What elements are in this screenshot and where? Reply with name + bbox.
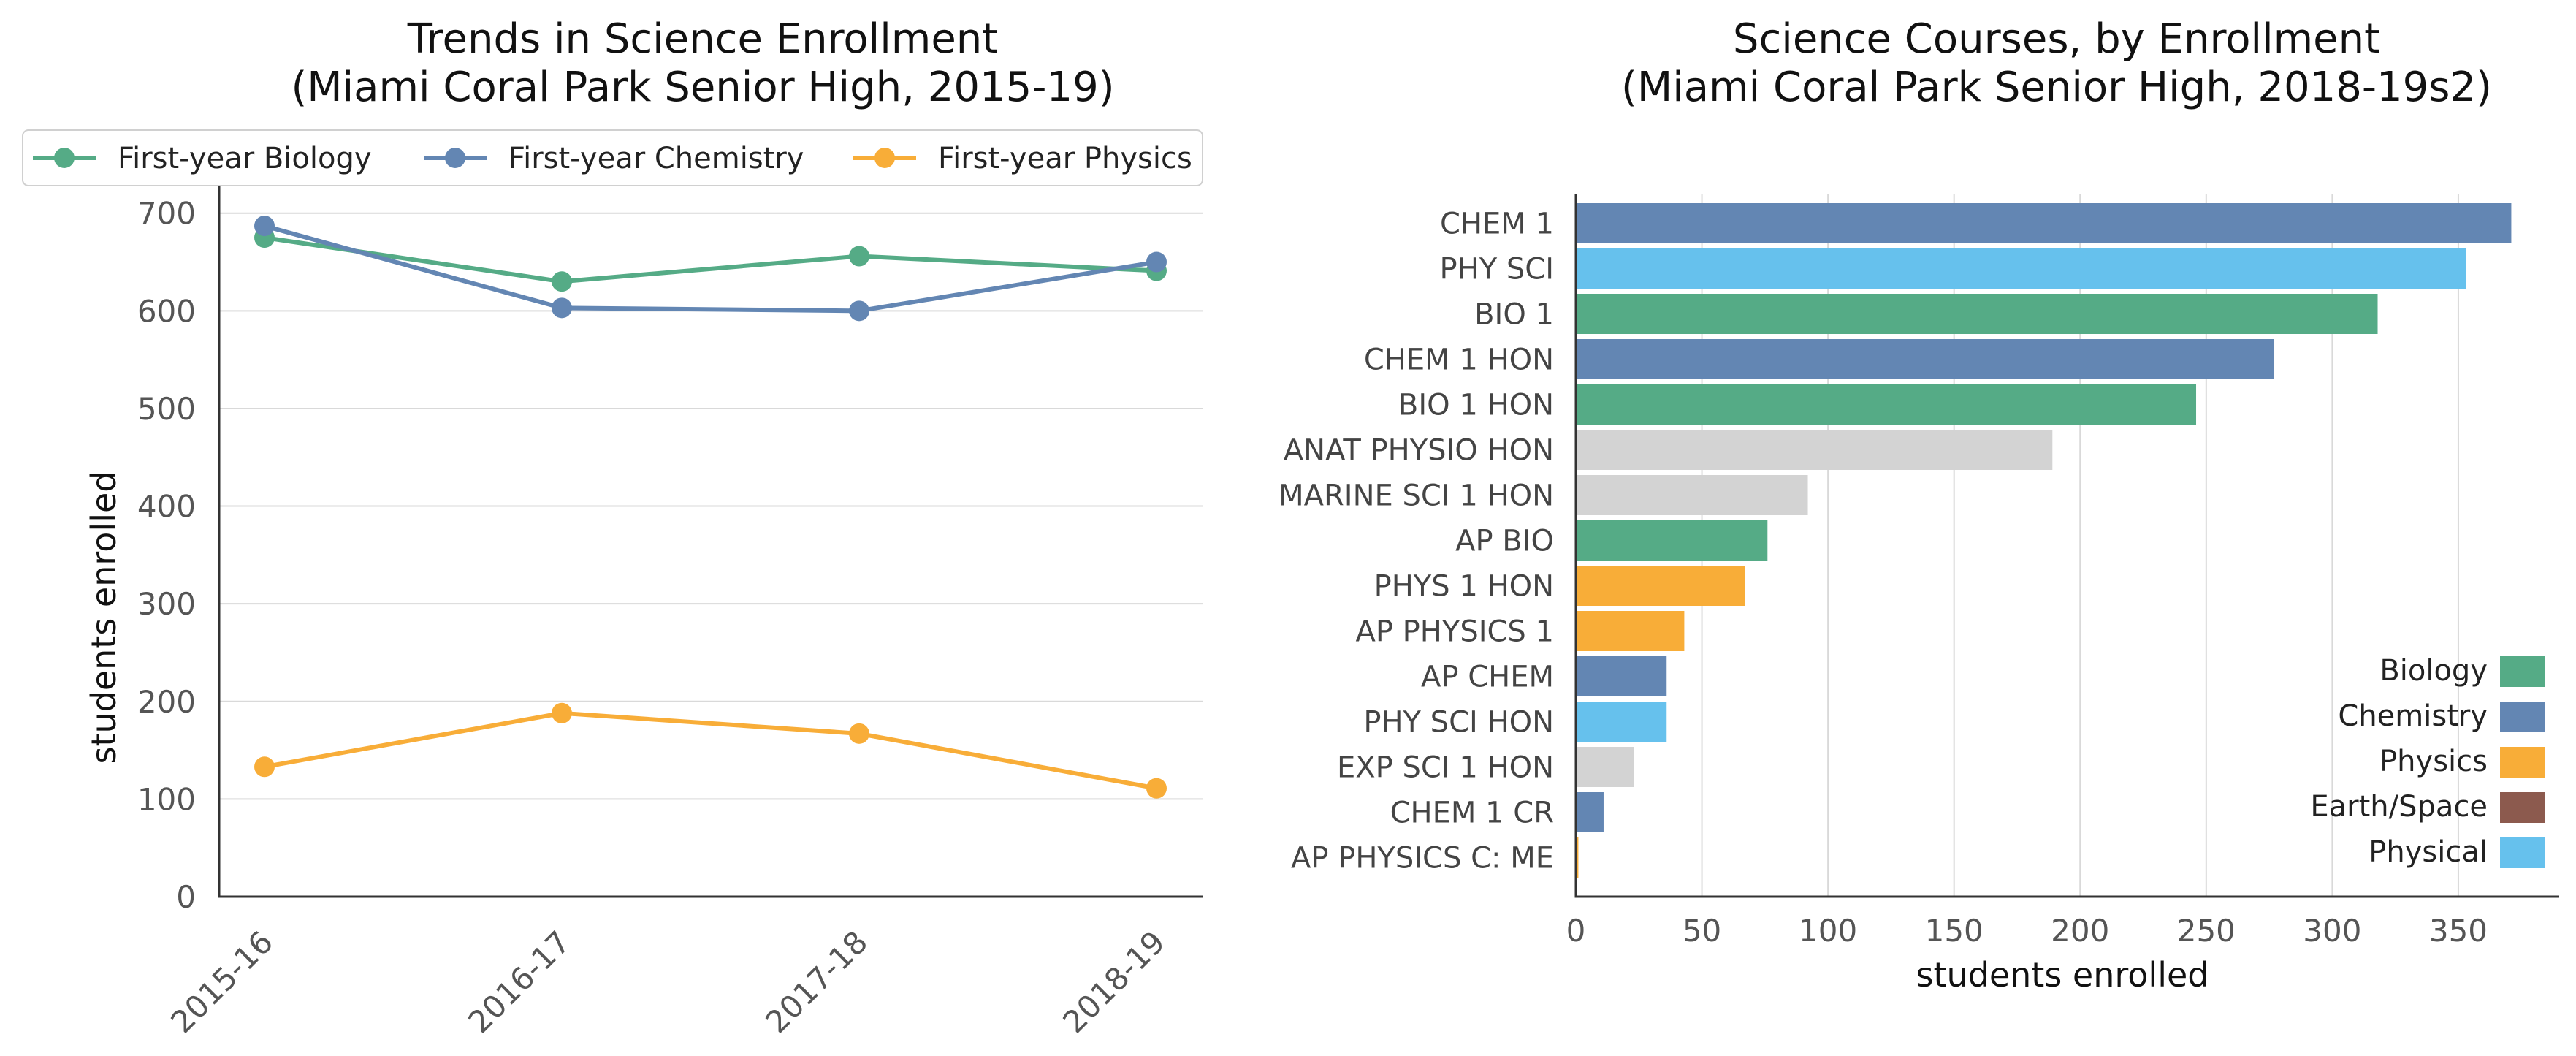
left-chart-title-line-1: Trends in Science Enrollment	[407, 15, 998, 63]
legend-label: Biology	[2379, 654, 2488, 688]
right-chart-title-line-2: (Miami Coral Park Senior High, 2018-19s2…	[1621, 64, 2492, 111]
bar-category-label: PHY SCI HON	[1363, 706, 1554, 740]
line-series	[254, 702, 1167, 799]
legend-frame	[22, 129, 1203, 186]
data-point	[254, 216, 275, 237]
bar-category-label: CHEM 1 HON	[1364, 343, 1554, 377]
legend-swatch	[2500, 837, 2545, 868]
series-line	[264, 235, 1157, 284]
right-x-tick-label: 50	[1683, 913, 1721, 949]
legend-label: First-year Biology	[118, 142, 372, 175]
left-y-axis-label: students enrolled	[84, 471, 123, 764]
right-x-tick-label: 100	[1799, 913, 1857, 949]
left-x-tick-label: 2017-18	[758, 924, 874, 1040]
data-point	[849, 723, 869, 744]
right-axis-spines	[1574, 194, 2559, 898]
line-series	[254, 216, 1167, 322]
legend-marker	[874, 148, 895, 168]
left-x-tick-label: 2018-19	[1056, 924, 1172, 1040]
series-line	[264, 710, 1157, 791]
bar	[1576, 792, 1604, 832]
data-point	[254, 756, 275, 778]
right-x-tick-label: 350	[2429, 913, 2488, 949]
left-chart-title-line-2: (Miami Coral Park Senior High, 2015-19)	[291, 64, 1114, 111]
bar	[1576, 702, 1667, 742]
legend-swatch	[2500, 747, 2545, 778]
legend-label: Physical	[2369, 835, 2488, 869]
legend-label: First-year Chemistry	[508, 142, 804, 175]
bar-category-label: ANAT PHYSIO HON	[1284, 434, 1554, 468]
right-x-tick-label: 0	[1566, 913, 1586, 949]
left-y-tick-label: 100	[137, 781, 196, 817]
legend-marker	[445, 148, 465, 168]
bar-category-label: AP BIO	[1455, 525, 1554, 558]
bar	[1576, 656, 1667, 696]
bar-category-label: PHYS 1 HON	[1374, 570, 1554, 604]
bar	[1576, 339, 2275, 379]
left-chart-legend: First-year Biology First-year Chemistry Fi…	[22, 129, 1203, 186]
legend-label: Chemistry	[2338, 699, 2488, 733]
legend-swatch	[2500, 702, 2545, 732]
enrollment-trends-chart: Trends in Science Enrollment (Miami Cora…	[22, 15, 1203, 1040]
bar-category-label: CHEM 1 CR	[1390, 797, 1554, 830]
bar	[1576, 248, 2466, 289]
data-point	[1146, 251, 1167, 273]
bar-category-label: MARINE SCI 1 HON	[1279, 479, 1554, 513]
right-x-axis-label: students enrolled	[1916, 955, 2209, 995]
right-chart-legend: Biology Chemistry Physics Earth/Space Physic…	[2310, 654, 2545, 869]
bar-category-label: CHEM 1	[1440, 208, 1554, 241]
course-enrollment-chart: Science Courses, by Enrollment (Miami Co…	[1279, 15, 2559, 995]
legend-label: Earth/Space	[2310, 790, 2488, 824]
left-y-tick-label: 300	[137, 586, 196, 622]
legend-label: First-year Physics	[938, 142, 1192, 175]
data-point	[849, 246, 869, 267]
right-x-tick-label: 300	[2303, 913, 2361, 949]
bar	[1576, 430, 2053, 470]
right-x-tick-label: 150	[1925, 913, 1984, 949]
right-chart-title-line-1: Science Courses, by Enrollment	[1733, 15, 2380, 63]
bar	[1576, 747, 1634, 787]
left-axis-spines	[218, 186, 1203, 898]
series-line	[264, 224, 1157, 314]
bar-category-label: AP PHYSICS C: ME	[1291, 842, 1554, 875]
bar	[1576, 837, 1579, 878]
left-y-tick-label: 0	[176, 879, 196, 915]
bar-category-label: BIO 1	[1474, 298, 1554, 332]
right-x-tick-label: 200	[2051, 913, 2109, 949]
left-y-tick-label: 700	[137, 196, 196, 232]
left-y-tick-label: 500	[137, 391, 196, 427]
bar-category-label: PHY SCI	[1440, 253, 1554, 286]
data-point	[849, 300, 869, 322]
bar	[1576, 384, 2197, 425]
data-point	[552, 702, 572, 723]
bar	[1576, 203, 2512, 243]
bar	[1576, 611, 1685, 651]
legend-label: Physics	[2379, 745, 2488, 778]
bar-category-label: AP PHYSICS 1	[1355, 615, 1554, 649]
left-x-tick-label: 2016-17	[461, 924, 577, 1040]
bar	[1576, 475, 1808, 515]
left-y-tick-label: 600	[137, 293, 196, 329]
bar	[1576, 294, 2378, 334]
right-x-tick-label: 250	[2177, 913, 2236, 949]
bar-category-label: BIO 1 HON	[1398, 389, 1554, 422]
legend-swatch	[2500, 656, 2545, 687]
bar	[1576, 566, 1745, 606]
bar-category-label: AP CHEM	[1421, 661, 1554, 694]
data-point	[552, 271, 572, 292]
bar	[1576, 520, 1768, 561]
data-point	[1146, 778, 1167, 799]
legend-marker	[54, 148, 75, 168]
left-x-tick-label: 2015-16	[164, 924, 280, 1040]
left-y-tick-label: 400	[137, 489, 196, 525]
left-y-tick-label: 200	[137, 684, 196, 720]
bar-category-label: EXP SCI 1 HON	[1337, 751, 1554, 785]
legend-swatch	[2500, 792, 2545, 823]
data-point	[552, 297, 572, 319]
